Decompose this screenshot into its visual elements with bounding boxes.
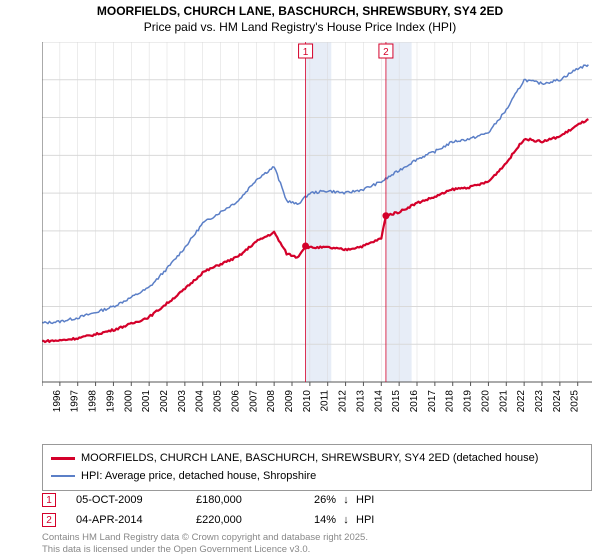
legend-swatch (51, 457, 75, 460)
chart-container: MOORFIELDS, CHURCH LANE, BASCHURCH, SHRE… (0, 0, 600, 560)
svg-text:2015: 2015 (391, 390, 402, 412)
svg-text:2017: 2017 (427, 390, 438, 412)
svg-text:2021: 2021 (498, 390, 509, 412)
legend-item: MOORFIELDS, CHURCH LANE, BASCHURCH, SHRE… (51, 450, 583, 468)
svg-text:1999: 1999 (105, 390, 116, 412)
chart-plot: £0£50K£100K£150K£200K£250K£300K£350K£400… (42, 42, 592, 412)
svg-text:2: 2 (383, 47, 389, 58)
svg-text:2004: 2004 (195, 390, 206, 412)
legend-swatch (51, 475, 75, 477)
svg-text:1998: 1998 (88, 390, 99, 412)
svg-text:2001: 2001 (141, 390, 152, 412)
svg-text:1: 1 (303, 47, 309, 58)
attribution-line: This data is licensed under the Open Gov… (42, 544, 368, 556)
legend-item: HPI: Average price, detached house, Shro… (51, 468, 583, 486)
chart-area: £0£50K£100K£150K£200K£250K£300K£350K£400… (42, 42, 592, 412)
svg-text:2020: 2020 (480, 390, 491, 412)
sale-marker: 1 (42, 493, 56, 507)
svg-text:2014: 2014 (373, 390, 384, 412)
sale-price: £180,000 (196, 494, 296, 506)
svg-text:2012: 2012 (338, 390, 349, 412)
svg-text:2003: 2003 (177, 390, 188, 412)
svg-text:2006: 2006 (230, 390, 241, 412)
sale-date: 04-APR-2014 (76, 514, 196, 526)
svg-text:2011: 2011 (320, 390, 331, 412)
sale-hpi-label: HPI (356, 494, 396, 506)
sales-table: 1 05-OCT-2009£180,00026%↓HPI 2 04-APR-2014£… (42, 490, 396, 530)
legend: MOORFIELDS, CHURCH LANE, BASCHURCH, SHRE… (42, 444, 592, 491)
sale-pct: 14% (296, 514, 336, 526)
svg-text:2013: 2013 (355, 390, 366, 412)
attribution: Contains HM Land Registry data © Crown c… (42, 532, 368, 556)
legend-label: MOORFIELDS, CHURCH LANE, BASCHURCH, SHRE… (81, 450, 538, 468)
sale-row: 1 05-OCT-2009£180,00026%↓HPI (42, 490, 396, 510)
chart-title: MOORFIELDS, CHURCH LANE, BASCHURCH, SHRE… (0, 0, 600, 20)
down-arrow-icon: ↓ (336, 514, 356, 526)
sale-row: 2 04-APR-2014£220,00014%↓HPI (42, 510, 396, 530)
svg-text:1997: 1997 (70, 390, 81, 412)
svg-text:2008: 2008 (266, 390, 277, 412)
svg-text:2000: 2000 (123, 390, 134, 412)
svg-text:2024: 2024 (552, 390, 563, 412)
svg-text:2007: 2007 (248, 390, 259, 412)
sale-price: £220,000 (196, 514, 296, 526)
sale-pct: 26% (296, 494, 336, 506)
sale-date: 05-OCT-2009 (76, 494, 196, 506)
svg-text:2002: 2002 (159, 390, 170, 412)
svg-text:2022: 2022 (516, 390, 527, 412)
attribution-line: Contains HM Land Registry data © Crown c… (42, 532, 368, 544)
svg-text:2010: 2010 (302, 390, 313, 412)
svg-text:1996: 1996 (52, 390, 63, 412)
sale-marker: 2 (42, 513, 56, 527)
svg-text:2025: 2025 (570, 390, 581, 412)
sale-hpi-label: HPI (356, 514, 396, 526)
chart-subtitle: Price paid vs. HM Land Registry's House … (0, 20, 600, 36)
svg-text:1995: 1995 (42, 390, 45, 412)
down-arrow-icon: ↓ (336, 494, 356, 506)
svg-text:2018: 2018 (445, 390, 456, 412)
legend-label: HPI: Average price, detached house, Shro… (81, 468, 316, 486)
svg-text:2019: 2019 (463, 390, 474, 412)
svg-text:2016: 2016 (409, 390, 420, 412)
svg-text:2023: 2023 (534, 390, 545, 412)
svg-text:2009: 2009 (284, 390, 295, 412)
svg-text:2005: 2005 (213, 390, 224, 412)
